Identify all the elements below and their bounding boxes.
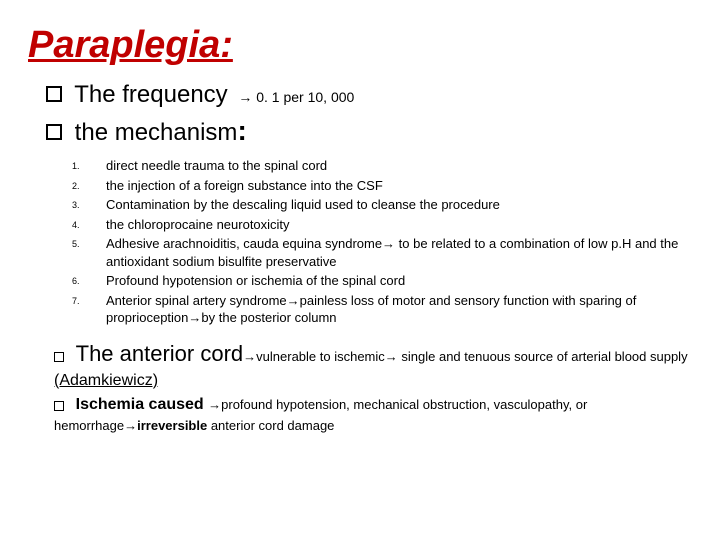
ischemia-label: Ischemia caused <box>76 396 209 413</box>
frequency-word: frequency <box>122 81 227 108</box>
irreversible-label: irreversible <box>137 418 207 433</box>
mechanism-list: direct needle trauma to the spinal cord … <box>72 157 692 327</box>
ischemia-end: anterior cord damage <box>207 418 334 433</box>
list-item: the injection of a foreign substance int… <box>72 177 692 195</box>
footer-notes: The anterior cord→vulnerable to ischemic… <box>54 339 692 435</box>
frequency-value: → 0. 1 per 10, 000 <box>238 89 354 105</box>
list-item: the chloroprocaine neurotoxicity <box>72 216 692 234</box>
square-bullet-icon <box>46 124 62 140</box>
mechanism-line: the mechanism: <box>46 115 692 147</box>
mechanism-lead: the <box>75 119 108 146</box>
slide-title: Paraplegia: <box>28 24 692 67</box>
list-item: direct needle trauma to the spinal cord <box>72 157 692 175</box>
anterior-cord-label: The anterior cord <box>76 341 244 366</box>
adamkiewicz-label: (Adamkiewicz) <box>54 372 158 389</box>
frequency-lead: The <box>74 81 115 108</box>
mechanism-word: mechanism <box>115 119 238 146</box>
frequency-line: The frequency → 0. 1 per 10, 000 <box>46 81 692 109</box>
mechanism-colon: : <box>237 115 246 146</box>
square-bullet-icon <box>46 86 62 102</box>
square-bullet-icon <box>54 352 64 362</box>
list-item: Profound hypotension or ischemia of the … <box>72 272 692 290</box>
anterior-cord-text: →vulnerable to ischemic→ single and tenu… <box>243 349 687 364</box>
list-item: Adhesive arachnoiditis, cauda equina syn… <box>72 235 692 270</box>
list-item: Anterior spinal artery syndrome→painless… <box>72 292 692 327</box>
list-item: Contamination by the descaling liquid us… <box>72 196 692 214</box>
square-bullet-icon <box>54 401 64 411</box>
